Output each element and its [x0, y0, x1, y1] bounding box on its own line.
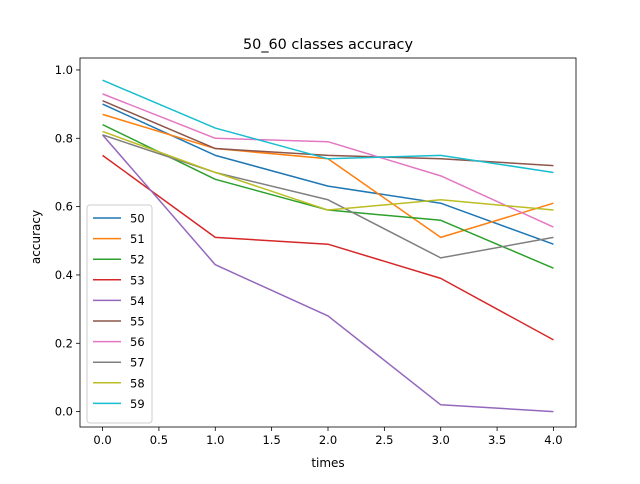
x-tick-label: 2.0	[319, 433, 337, 447]
legend-label-52: 52	[130, 253, 145, 267]
series-line-50	[102, 103, 554, 245]
x-tick-label: 1.5	[262, 433, 280, 447]
x-axis: 0.0 0.5 1.0 1.5 2.0 2.5 3.0 3.5 4.0	[93, 427, 563, 447]
x-tick-label: 3.5	[488, 433, 506, 447]
y-axis: 0.0 0.2 0.4 0.6 0.8 1.0	[55, 63, 80, 419]
x-tick-label: 0.0	[93, 433, 111, 447]
legend-label-59: 59	[130, 397, 145, 411]
series-line-56	[102, 93, 554, 228]
legend: 50 51 52 53 54 55 56 57 58 59	[86, 204, 153, 424]
legend-label-51: 51	[130, 232, 145, 246]
y-tick-label: 0.6	[55, 200, 73, 214]
series-line-57	[102, 134, 554, 259]
series-line-53	[102, 154, 554, 341]
chart-title: 50_60 classes accuracy	[243, 37, 413, 53]
x-axis-label: times	[311, 456, 344, 470]
plot-area	[79, 57, 577, 428]
series-line-59	[102, 79, 554, 174]
y-axis-label: accuracy	[29, 210, 43, 264]
legend-label-56: 56	[130, 335, 145, 349]
legend-label-57: 57	[130, 356, 145, 370]
legend-label-50: 50	[130, 212, 145, 226]
y-tick-label: 0.2	[55, 336, 73, 350]
series-line-54	[101, 134, 554, 413]
legend-label-54: 54	[130, 294, 145, 308]
x-tick-label: 2.5	[375, 433, 393, 447]
plot-frame	[79, 57, 577, 428]
legend-label-55: 55	[130, 315, 145, 329]
y-tick-label: 0.8	[55, 131, 73, 145]
x-tick-label: 3.0	[432, 433, 450, 447]
series-line-58	[102, 130, 554, 211]
x-tick-label: 1.0	[206, 433, 224, 447]
legend-label-58: 58	[130, 376, 145, 390]
y-tick-label: 0.0	[55, 405, 73, 419]
legend-label-53: 53	[130, 273, 145, 287]
y-tick-label: 1.0	[55, 63, 73, 77]
y-tick-label: 0.4	[55, 268, 73, 282]
x-tick-label: 4.0	[544, 433, 562, 447]
x-tick-label: 0.5	[150, 433, 168, 447]
